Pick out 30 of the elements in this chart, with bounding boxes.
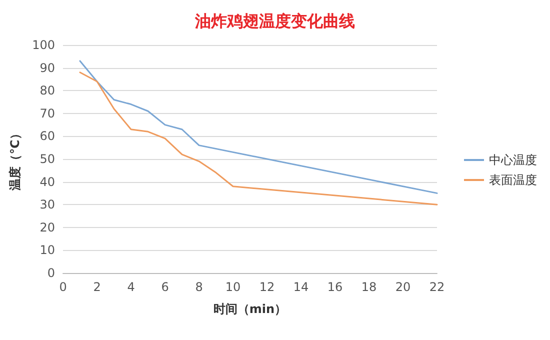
legend-label: 中心温度 <box>489 153 537 167</box>
y-tick-label: 40 <box>40 174 55 189</box>
y-axis-title: 温度（℃） <box>8 128 22 192</box>
x-tick-label: 18 <box>361 280 377 294</box>
line-series <box>79 72 438 206</box>
x-tick-label: 0 <box>59 280 67 294</box>
y-tick-label: 90 <box>40 60 55 75</box>
y-tick-label: 50 <box>40 152 55 166</box>
y-tick-label: 80 <box>40 84 55 98</box>
x-tick-label: 14 <box>293 280 309 294</box>
y-tick-label: 30 <box>40 198 55 212</box>
chart-title: 油炸鸡翅温度变化曲线 <box>194 12 355 30</box>
y-tick-label: 70 <box>40 106 55 120</box>
x-tick-label: 20 <box>395 280 411 294</box>
x-tick-label: 8 <box>195 280 203 294</box>
x-tick-label: 16 <box>327 280 343 294</box>
y-tick-label: 10 <box>40 243 55 258</box>
x-tick-label: 22 <box>429 280 445 294</box>
x-tick-label: 4 <box>127 280 135 294</box>
x-tick-label: 6 <box>161 280 169 294</box>
x-tick-label: 10 <box>225 280 241 294</box>
y-tick-label: 100 <box>32 38 55 52</box>
y-tick-label: 0 <box>47 266 55 280</box>
x-tick-label: 2 <box>93 280 101 294</box>
x-tick-label: 12 <box>259 280 275 294</box>
line-series <box>79 60 438 194</box>
y-tick-label: 60 <box>40 129 55 144</box>
legend-label: 表面温度 <box>489 173 537 187</box>
x-axis-title: 时间（min） <box>213 302 287 316</box>
y-tick-label: 20 <box>40 220 55 234</box>
